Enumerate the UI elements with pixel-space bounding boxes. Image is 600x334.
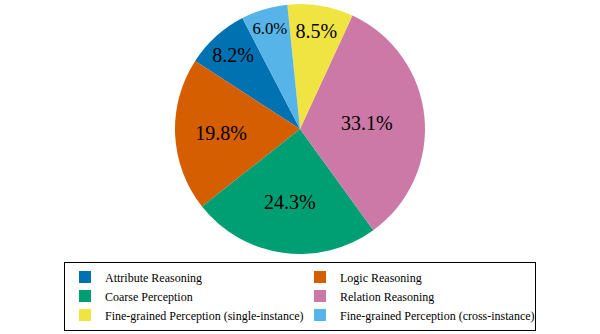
svg-text:24.3%: 24.3% — [264, 191, 316, 213]
svg-text:Fine-grained Perception (cross: Fine-grained Perception (cross-instance) — [340, 309, 535, 323]
svg-text:Logic Reasoning: Logic Reasoning — [340, 271, 422, 285]
svg-text:Relation Reasoning: Relation Reasoning — [340, 290, 434, 304]
svg-text:8.2%: 8.2% — [212, 44, 254, 66]
svg-text:Attribute Reasoning: Attribute Reasoning — [105, 271, 202, 285]
svg-text:8.5%: 8.5% — [295, 20, 337, 42]
svg-text:19.8%: 19.8% — [195, 122, 247, 144]
svg-text:6.0%: 6.0% — [252, 19, 287, 38]
svg-text:Coarse Perception: Coarse Perception — [105, 290, 193, 304]
svg-text:33.1%: 33.1% — [341, 112, 393, 134]
svg-text:Fine-grained Perception (singl: Fine-grained Perception (single-instance… — [105, 309, 304, 323]
